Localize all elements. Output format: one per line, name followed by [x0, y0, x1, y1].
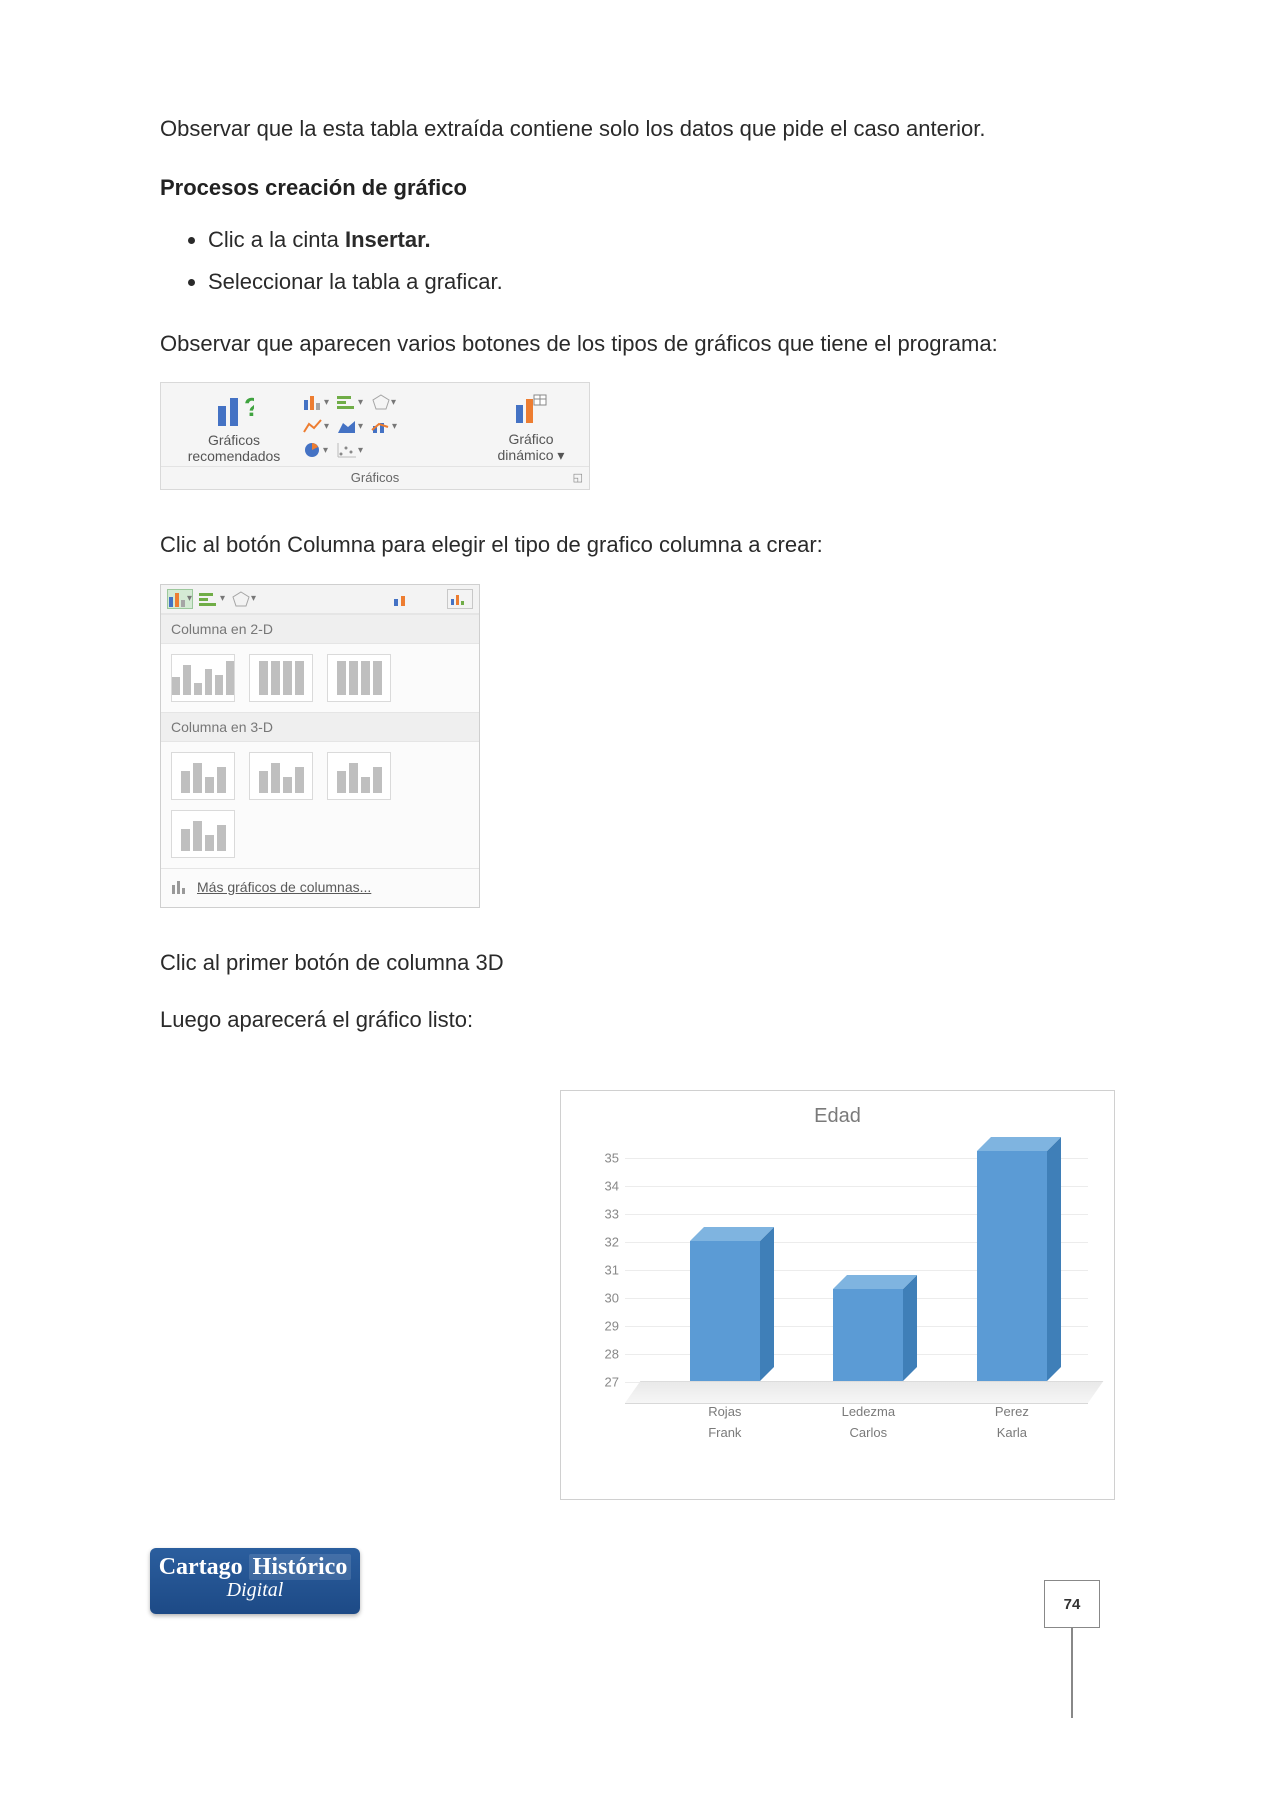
y-tick-label: 28: [585, 1347, 619, 1362]
chart-x-labels: RojasFrank LedezmaCarlos PerezKarla: [625, 1404, 1088, 1448]
x-axis-label: RojasFrank: [665, 1404, 785, 1440]
heading-3d: Columna en 3-D: [161, 712, 479, 742]
more-charts-icon: [171, 879, 189, 895]
ribbon-group-label: Gráficos: [351, 470, 399, 485]
paragraph-intro: Observar que la esta tabla extraída cont…: [160, 110, 1120, 147]
stacked100-column-2d[interactable]: [327, 654, 391, 702]
edad-chart: Edad 272829303132333435 RojasFrankLedezm…: [560, 1090, 1115, 1500]
recommended-charts-icon: ?: [169, 390, 299, 432]
ribbon-charts-group: ? Gráficos recomendados ▾ ▾ ▾: [160, 382, 590, 490]
combo-chart-button-menu[interactable]: [389, 589, 415, 609]
column-3d[interactable]: [171, 810, 235, 858]
clustered-column-3d[interactable]: [171, 752, 235, 800]
step-1-text-b: Insertar.: [345, 227, 431, 252]
section-title: Procesos creación de gráfico: [160, 175, 1120, 201]
all-charts-button-menu[interactable]: [447, 589, 473, 609]
y-tick-label: 31: [585, 1263, 619, 1278]
paragraph-result: Luego aparecerá el gráfico listo:: [160, 1001, 1120, 1038]
y-tick-label: 30: [585, 1291, 619, 1306]
steps-list: Clic a la cinta Insertar. Seleccionar la…: [208, 219, 1120, 303]
bar-chart-button-menu[interactable]: ▾: [199, 589, 225, 609]
step-1-text-a: Clic a la cinta: [208, 227, 345, 252]
paragraph-ribbon-intro: Observar que aparecen varios botones de …: [160, 325, 1120, 362]
recommended-label-2: recomendados: [169, 448, 299, 464]
radar-chart-button-menu[interactable]: ▾: [231, 589, 257, 609]
heading-2d: Columna en 2-D: [161, 614, 479, 644]
pie-chart-button[interactable]: ▾: [303, 440, 329, 460]
y-tick-label: 32: [585, 1235, 619, 1250]
chart-plot-area: 272829303132333435: [625, 1144, 1088, 1404]
page-number-stem: [1071, 1628, 1073, 1718]
x-axis-label: PerezKarla: [952, 1404, 1072, 1440]
paragraph-column-intro: Clic al botón Columna para elegir el tip…: [160, 526, 1120, 563]
more-charts-label: Más gráficos de columnas...: [197, 879, 371, 895]
step-2: Seleccionar la tabla a graficar.: [208, 261, 1120, 303]
stacked-column-2d[interactable]: [249, 654, 313, 702]
line-chart-button[interactable]: ▾: [303, 416, 329, 436]
y-tick-label: 29: [585, 1319, 619, 1334]
area-chart-button[interactable]: ▾: [337, 416, 363, 436]
chart-floor: [625, 1381, 1103, 1403]
logo-text-1a: Cartago: [159, 1554, 243, 1580]
y-tick-label: 34: [585, 1179, 619, 1194]
recommended-label-1: Gráficos: [169, 432, 299, 448]
column-type-dropdown: ▾ ▾ ▾ Columna en 2-D Columna en 3-D: [160, 584, 480, 908]
logo-text-2: Digital: [150, 1579, 360, 1602]
stacked-column-3d[interactable]: [249, 752, 313, 800]
chart-title: Edad: [561, 1091, 1114, 1134]
footer-logo: Cartago Histórico Digital: [150, 1548, 360, 1614]
recommended-charts-button[interactable]: ? Gráficos recomendados: [169, 390, 299, 464]
pivot-chart-button[interactable]: Gráfico dinámico ▾: [481, 389, 581, 464]
column-chart-button[interactable]: ▾: [303, 392, 329, 412]
y-tick-label: 35: [585, 1151, 619, 1166]
step-1: Clic a la cinta Insertar.: [208, 219, 1120, 261]
clustered-column-2d[interactable]: [171, 654, 235, 702]
pivot-label-1: Gráfico: [481, 431, 581, 447]
y-tick-label: 33: [585, 1207, 619, 1222]
svg-text:?: ?: [244, 392, 254, 422]
bar-chart-button[interactable]: ▾: [337, 392, 363, 412]
y-tick-label: 27: [585, 1375, 619, 1390]
dialog-launcher-icon[interactable]: ◱: [573, 471, 583, 484]
stacked100-column-3d[interactable]: [327, 752, 391, 800]
paragraph-3d-click: Clic al primer botón de columna 3D: [160, 944, 1120, 981]
x-axis-label: LedezmaCarlos: [808, 1404, 928, 1440]
logo-text-1b: Histórico: [249, 1554, 352, 1580]
column-chart-button-active[interactable]: ▾: [167, 589, 193, 609]
pivot-chart-icon: [481, 389, 581, 431]
page-number: 74: [1044, 1580, 1100, 1628]
radar-chart-button[interactable]: ▾: [371, 392, 397, 412]
more-column-charts-link[interactable]: Más gráficos de columnas...: [161, 868, 479, 907]
scatter-chart-button[interactable]: ▾: [337, 440, 363, 460]
combo-chart-button[interactable]: ▾: [371, 416, 397, 436]
pivot-label-2: dinámico ▾: [481, 447, 581, 464]
